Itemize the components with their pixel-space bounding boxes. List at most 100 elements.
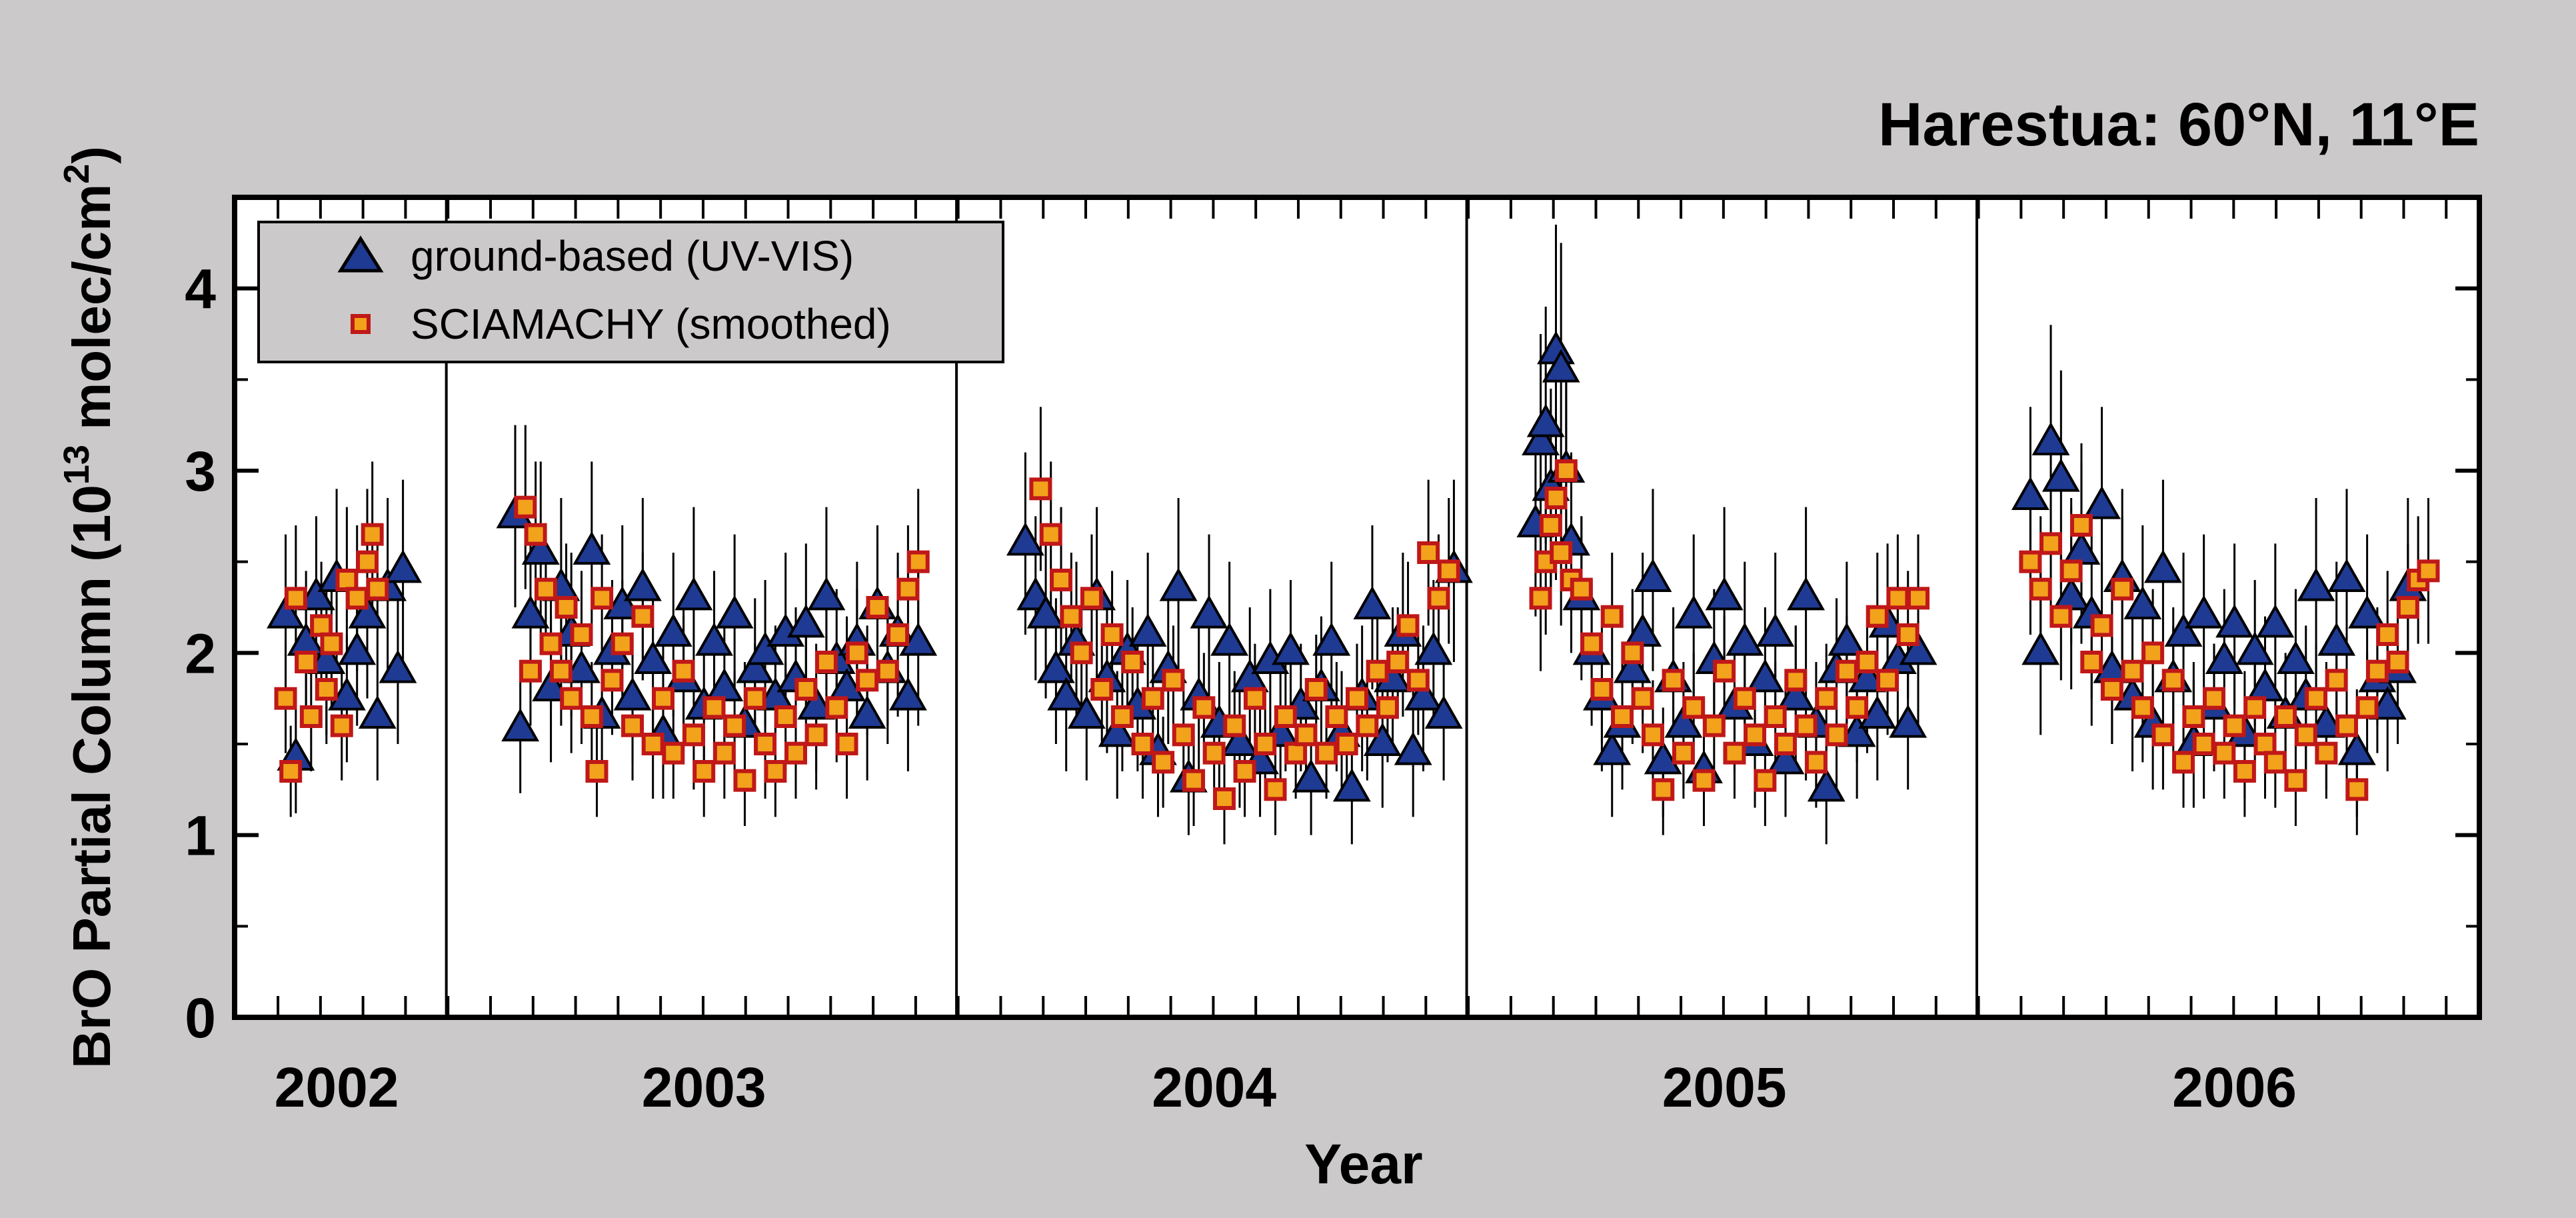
legend-label-sciamachy: SCIAMACHY (smoothed) [411, 300, 891, 348]
sciamachy-point [555, 596, 578, 619]
ground-based-point [1542, 349, 1580, 383]
ground-based-point [654, 613, 692, 647]
sciamachy-point [1815, 687, 1838, 710]
ground-based-point [327, 677, 366, 711]
ground-based-point [695, 622, 733, 656]
ground-based-point [1858, 695, 1897, 729]
sciamachy-point [1611, 705, 1634, 728]
sciamachy-point [1580, 632, 1604, 655]
sciamachy-point [814, 651, 838, 673]
sciamachy-point [1182, 769, 1206, 792]
sciamachy-point [856, 669, 879, 692]
sciamachy-point [662, 741, 685, 765]
sciamachy-point [560, 687, 583, 710]
ground-based-point [1292, 759, 1330, 793]
sciamachy-point [784, 741, 807, 765]
sciamachy-point [1376, 696, 1399, 719]
sciamachy-point [1896, 623, 1920, 646]
ground-based-point [2327, 558, 2366, 592]
ground-based-point [1766, 741, 1805, 775]
ground-based-point [674, 577, 713, 611]
ground-based-point [1067, 695, 1106, 729]
ground-based-point [563, 649, 601, 683]
ground-based-point [807, 577, 846, 611]
sciamachy-point [2233, 760, 2256, 783]
ground-based-point [1026, 595, 1065, 629]
ground-based-point [848, 695, 886, 729]
sciamachy-point [1121, 651, 1144, 673]
ground-based-point [267, 595, 305, 629]
sciamachy-point [1702, 714, 1726, 737]
sciamachy-point [1406, 669, 1430, 692]
ground-based-point [603, 585, 642, 619]
x-year-label: 2002 [275, 1056, 399, 1119]
ground-based-point [1128, 613, 1167, 647]
sciamachy-point [1856, 651, 1879, 673]
sciamachy-point [1631, 687, 1654, 710]
ground-based-point [2041, 458, 2080, 492]
ground-based-point [2256, 604, 2295, 638]
legend-triangle-icon [337, 235, 384, 273]
sciamachy-point [2100, 678, 2123, 701]
ground-based-point [2185, 595, 2223, 629]
sciamachy-point [804, 723, 828, 747]
ground-based-point [1807, 768, 1846, 802]
sciamachy-point [1733, 687, 1756, 710]
sciamachy-point [2172, 751, 2195, 774]
sciamachy-point [570, 623, 593, 646]
sciamachy-point [845, 641, 868, 665]
sciamachy-point [534, 577, 557, 601]
ground-based-point [2297, 567, 2335, 601]
y-label-main: BrO Partial Column (10 [62, 485, 121, 1069]
ground-based-point [1404, 677, 1442, 711]
ground-based-point [2215, 604, 2254, 638]
sciamachy-point [284, 587, 307, 610]
sciamachy-point [1202, 741, 1226, 765]
ground-based-point [786, 604, 825, 638]
sciamachy-point [1907, 587, 1930, 610]
sciamachy-point [2151, 723, 2175, 747]
ground-based-point [1664, 704, 1703, 738]
sciamachy-point [2284, 769, 2307, 792]
ground-based-point [2011, 476, 2049, 510]
ground-based-point [2143, 549, 2182, 583]
sciamachy-point [2019, 550, 2042, 573]
ground-based-point [2317, 622, 2356, 656]
ground-based-point [888, 677, 927, 711]
sciamachy-point [356, 550, 379, 573]
ground-based-point [1006, 522, 1044, 556]
sciamachy-point [2192, 733, 2215, 755]
sciamachy-point [1070, 641, 1093, 665]
ground-based-point [1526, 403, 1565, 437]
sciamachy-point [611, 632, 634, 655]
legend: ground-based (UV-VIS) SCIAMACHY (smoothe… [257, 221, 1004, 363]
ground-based-point [521, 531, 560, 565]
sciamachy-point [1162, 669, 1185, 692]
x-year-label: 2005 [1662, 1056, 1787, 1119]
sciamachy-point [1764, 705, 1787, 728]
sciamachy-point [601, 669, 624, 692]
sciamachy-point [835, 733, 858, 755]
sciamachy-point [1682, 696, 1706, 719]
sciamachy-point [631, 605, 654, 628]
legend-square-icon [351, 314, 371, 334]
sciamachy-point [1794, 714, 1818, 737]
sciamachy-point [1284, 741, 1308, 765]
sciamachy-point [514, 495, 537, 519]
sciamachy-point [1050, 569, 1073, 591]
ground-based-point [1098, 713, 1136, 747]
sciamachy-point [591, 587, 614, 610]
sciamachy-point [2059, 559, 2083, 583]
sciamachy-point [1539, 514, 1562, 537]
ground-based-point [899, 622, 938, 656]
sciamachy-point [1039, 523, 1062, 546]
sciamachy-point [1386, 651, 1410, 673]
sciamachy-point [295, 651, 318, 673]
ground-based-point [532, 667, 571, 701]
sciamachy-point [2182, 705, 2205, 728]
sciamachy-point [641, 733, 664, 755]
y-label-close: ) [62, 146, 121, 164]
ground-based-point [1593, 731, 1632, 765]
sciamachy-point [2111, 577, 2134, 601]
